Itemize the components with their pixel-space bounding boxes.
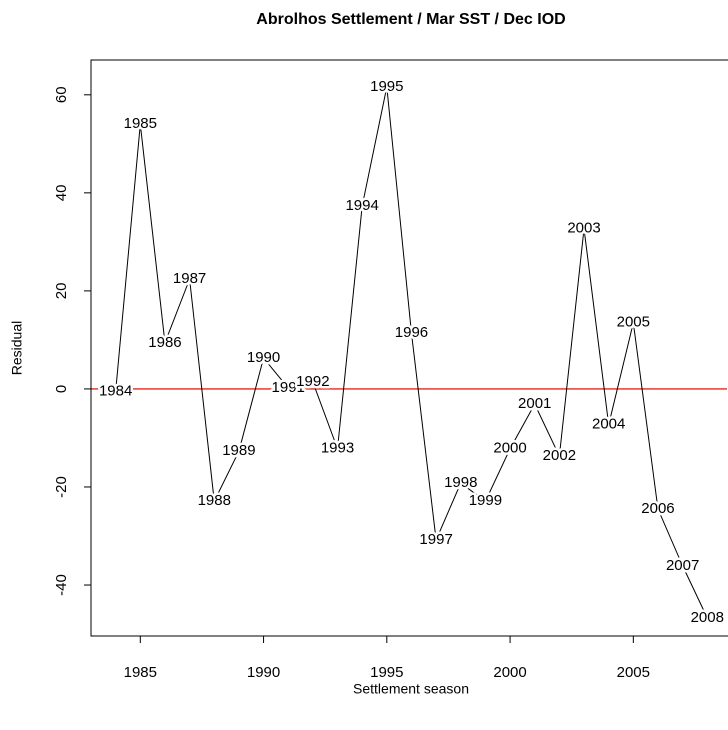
point-label: 2008 <box>691 609 724 626</box>
point-label: 2006 <box>641 500 674 517</box>
plot-frame <box>90 59 728 637</box>
x-tick-label: 2000 <box>493 664 526 681</box>
point-label: 2001 <box>518 395 551 412</box>
point-label: 1990 <box>247 349 280 366</box>
x-tick-label: 1990 <box>247 664 280 681</box>
y-tick-label: -20 <box>53 476 70 498</box>
point-label: 1991 <box>272 379 305 396</box>
y-axis-label: Residual <box>9 321 25 375</box>
point-label: 1993 <box>321 440 354 457</box>
x-axis-label: Settlement season <box>353 681 469 697</box>
point-label: 1994 <box>345 197 378 214</box>
point-label: 1984 <box>99 382 132 399</box>
point-label: 2007 <box>666 557 699 574</box>
point-label: 1989 <box>222 442 255 459</box>
x-tick-label: 1995 <box>370 664 403 681</box>
x-tick-label: 2005 <box>617 664 650 681</box>
point-label: 1998 <box>444 474 477 491</box>
point-label: 1985 <box>124 115 157 132</box>
point-label: 1997 <box>419 531 452 548</box>
y-tick-label: 60 <box>53 86 70 103</box>
y-tick-label: -40 <box>53 574 70 596</box>
point-label: 2004 <box>592 416 625 433</box>
point-label: 1992 <box>296 373 329 390</box>
point-label: 1996 <box>395 324 428 341</box>
point-label: 1986 <box>148 334 181 351</box>
point-label: 1987 <box>173 270 206 287</box>
chart-title: Abrolhos Settlement / Mar SST / Dec IOD <box>256 11 565 28</box>
point-label: 1988 <box>198 492 231 509</box>
point-label: 2000 <box>493 440 526 457</box>
point-label: 1999 <box>469 492 502 509</box>
y-tick-label: 40 <box>53 185 70 202</box>
y-tick-label: 0 <box>53 385 70 393</box>
point-label: 2003 <box>567 220 600 237</box>
x-tick-label: 1985 <box>124 664 157 681</box>
point-label: 2005 <box>617 314 650 331</box>
data-line <box>115 86 708 619</box>
point-label: 2002 <box>543 447 576 464</box>
y-tick-label: 20 <box>53 283 70 300</box>
point-label: 1995 <box>370 78 403 95</box>
